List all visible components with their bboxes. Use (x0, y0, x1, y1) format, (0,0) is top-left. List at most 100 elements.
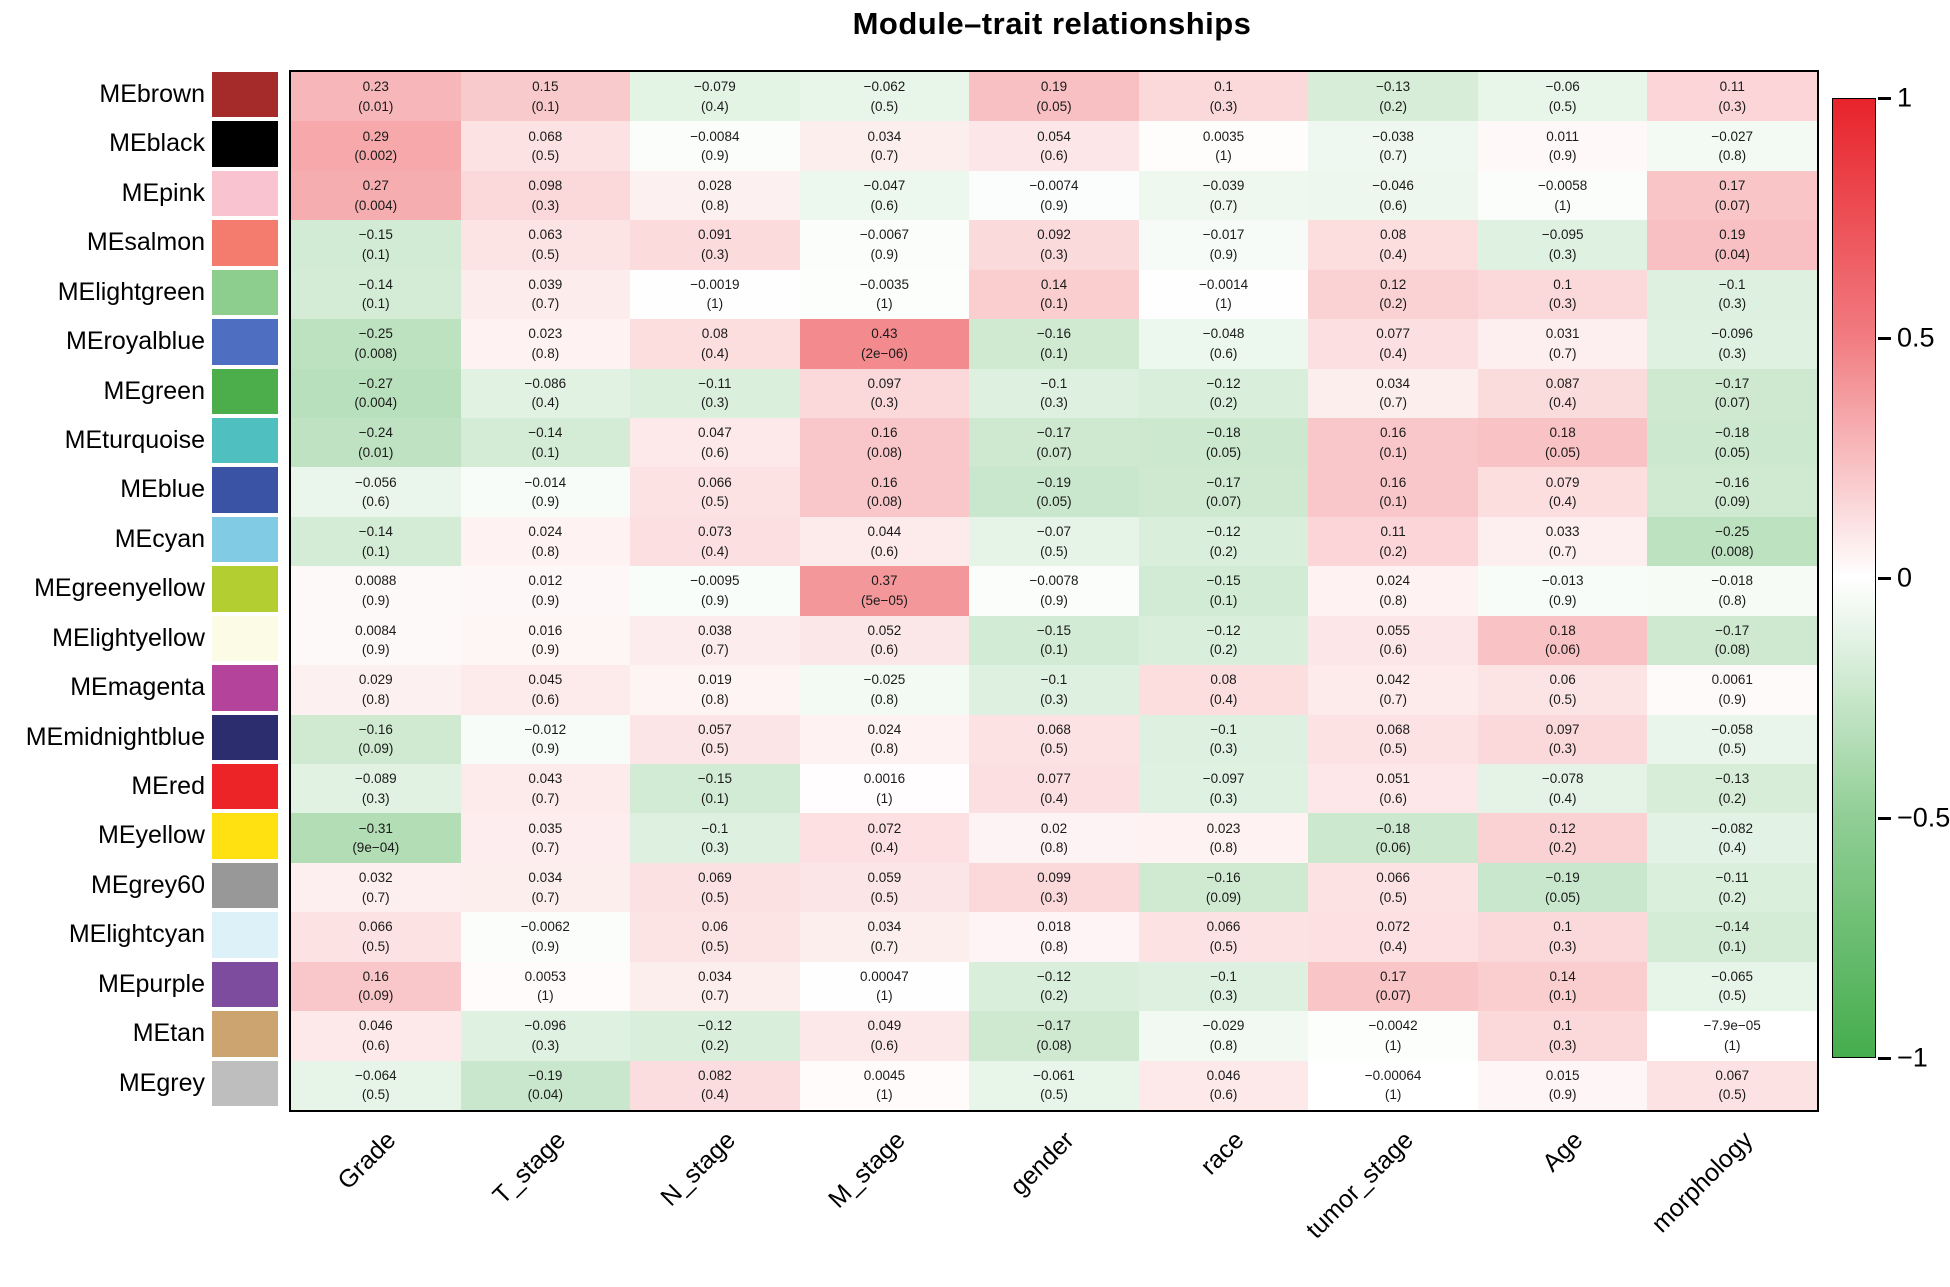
cell-pvalue: (0.4) (1040, 790, 1068, 806)
row-label-MElightcyan: MElightcyan (68, 920, 205, 949)
heatmap-cell: −0.1 (0.3) (969, 368, 1139, 418)
heatmap-cell: −0.047 (0.6) (799, 170, 970, 221)
colorbar-tick (1878, 336, 1891, 340)
cell-correlation: 0.1 (1553, 276, 1573, 292)
cell-correlation: 0.11 (1380, 523, 1406, 539)
row-label-MElightyellow: MElightyellow (52, 623, 205, 652)
heatmap-cell: −0.14 (0.1) (460, 418, 631, 468)
heatmap-cell: 0.068 (0.5) (1308, 714, 1478, 764)
row-label-MEblue: MEblue (120, 475, 205, 504)
cell-pvalue: (0.8) (361, 691, 390, 707)
heatmap-cell: 0.16 (0.08) (799, 467, 970, 517)
cell-correlation: −0.16 (1206, 869, 1241, 885)
cell-pvalue: (0.6) (870, 543, 899, 559)
cell-correlation: −0.17 (1206, 474, 1241, 490)
heatmap-cell: 0.0053 (1) (460, 961, 631, 1012)
heatmap-cell: 0.0045 (1) (799, 1060, 970, 1110)
row-label-MEgrey60: MEgrey60 (91, 870, 205, 899)
cell-correlation: −0.12 (1036, 968, 1072, 984)
heatmap-cell: −0.096 (0.3) (1647, 319, 1817, 369)
cell-correlation: −0.06 (1545, 79, 1580, 95)
heatmap-cell: 0.033 (0.7) (1477, 516, 1648, 567)
cell-pvalue: (0.8) (870, 741, 899, 757)
cell-correlation: 0.067 (1715, 1067, 1750, 1083)
cell-pvalue: (0.6) (1379, 642, 1407, 658)
cell-pvalue: (0.1) (361, 543, 390, 559)
heatmap-cell: −0.18 (0.06) (1308, 813, 1478, 863)
cell-correlation: 0.14 (1549, 968, 1576, 984)
heatmap-cell: 0.0084 (0.9) (291, 615, 461, 666)
x-axis-label-M_stage: M_stage (822, 1126, 911, 1214)
colorbar-tick (1878, 576, 1891, 580)
heatmap-cell: 0.066 (0.5) (630, 467, 800, 517)
colorbar-tick (1878, 1056, 1891, 1060)
cell-correlation: 0.016 (528, 622, 563, 638)
cell-correlation: 0.045 (528, 672, 563, 688)
heatmap-cell: 0.087 (0.4) (1477, 368, 1648, 418)
cell-correlation: 0.17 (1379, 968, 1407, 984)
heatmap-cell: −0.17 (0.07) (969, 418, 1139, 468)
cell-correlation: −0.1 (1210, 721, 1237, 737)
heatmap-cell: 0.016 (0.9) (460, 615, 631, 666)
cell-correlation: −0.1 (1040, 375, 1068, 391)
heatmap-cell: 0.16 (0.09) (291, 961, 461, 1012)
heatmap-cell: 0.023 (0.8) (460, 319, 631, 369)
row-label-MEroyalblue: MEroyalblue (66, 327, 205, 356)
cell-pvalue: (0.05) (1714, 444, 1750, 460)
heatmap-cell: 0.072 (0.4) (1308, 912, 1478, 962)
cell-pvalue: (0.004) (354, 197, 398, 213)
heatmap-cell: 0.052 (0.6) (799, 615, 970, 666)
cell-correlation: −0.17 (1715, 375, 1750, 391)
cell-pvalue: (1) (1215, 148, 1232, 164)
cell-correlation: 0.06 (1549, 672, 1576, 688)
heatmap-cell: 0.059 (0.5) (799, 862, 970, 913)
cell-correlation: −0.18 (1376, 820, 1411, 836)
cell-pvalue: (0.1) (1209, 592, 1238, 608)
cell-correlation: 0.1 (1553, 919, 1573, 935)
heatmap-cell: −0.14 (0.1) (1647, 912, 1817, 962)
heatmap-cell: −0.17 (0.07) (1647, 368, 1817, 418)
heatmap-cell: −0.048 (0.6) (1138, 319, 1309, 369)
cell-correlation: −0.14 (358, 523, 393, 539)
heatmap-cell: 0.034 (0.7) (1308, 368, 1478, 418)
cell-pvalue: (0.7) (870, 148, 899, 164)
cell-pvalue: (1) (1723, 1037, 1741, 1053)
cell-correlation: 0.15 (532, 79, 559, 95)
heatmap-cell: 0.057 (0.5) (630, 714, 800, 764)
module-color-swatch-MEgrey60 (212, 862, 278, 909)
cell-correlation: −0.18 (1206, 425, 1241, 441)
cell-pvalue: (0.6) (870, 642, 899, 658)
cell-pvalue: (0.3) (1548, 246, 1577, 262)
cell-pvalue: (0.05) (1036, 98, 1072, 114)
cell-correlation: 0.051 (1376, 771, 1410, 787)
cell-correlation: 0.077 (1376, 326, 1410, 342)
heatmap-cell: 0.091 (0.3) (630, 220, 800, 270)
row-label-MEbrown: MEbrown (99, 80, 205, 108)
cell-pvalue: (0.7) (701, 988, 729, 1004)
cell-pvalue: (0.2) (1718, 790, 1747, 806)
row-label-MEred: MEred (131, 772, 205, 800)
cell-pvalue: (0.9) (1209, 246, 1238, 262)
cell-pvalue: (0.2) (1040, 988, 1068, 1004)
cell-correlation: 0.066 (1376, 869, 1410, 885)
cell-pvalue: (0.07) (1036, 444, 1072, 460)
x-axis-label-N_stage: N_stage (655, 1126, 741, 1212)
heatmap-cell: 0.1 (0.3) (1477, 1011, 1648, 1061)
cell-correlation: 0.044 (867, 523, 902, 539)
cell-correlation: 0.024 (528, 523, 563, 539)
cell-correlation: 0.049 (867, 1018, 902, 1034)
cell-correlation: 0.099 (1037, 869, 1071, 885)
cell-correlation: −0.13 (1376, 79, 1411, 95)
heatmap-cell: 0.066 (0.5) (1138, 912, 1309, 962)
heatmap-cell: −0.14 (0.1) (291, 516, 461, 567)
cell-correlation: 0.0084 (355, 622, 397, 638)
cell-pvalue: (0.07) (1714, 395, 1750, 411)
heatmap-cell: 0.0016 (1) (799, 764, 970, 814)
cell-pvalue: (0.004) (354, 395, 398, 411)
heatmap-cell: −0.0078 (0.9) (969, 566, 1139, 616)
x-axis-label-tumor_stage: tumor_stage (1300, 1126, 1419, 1245)
cell-pvalue: (0.6) (531, 691, 560, 707)
cell-correlation: 0.0061 (1711, 672, 1753, 688)
heatmap-cell: −0.096 (0.3) (460, 1011, 631, 1061)
